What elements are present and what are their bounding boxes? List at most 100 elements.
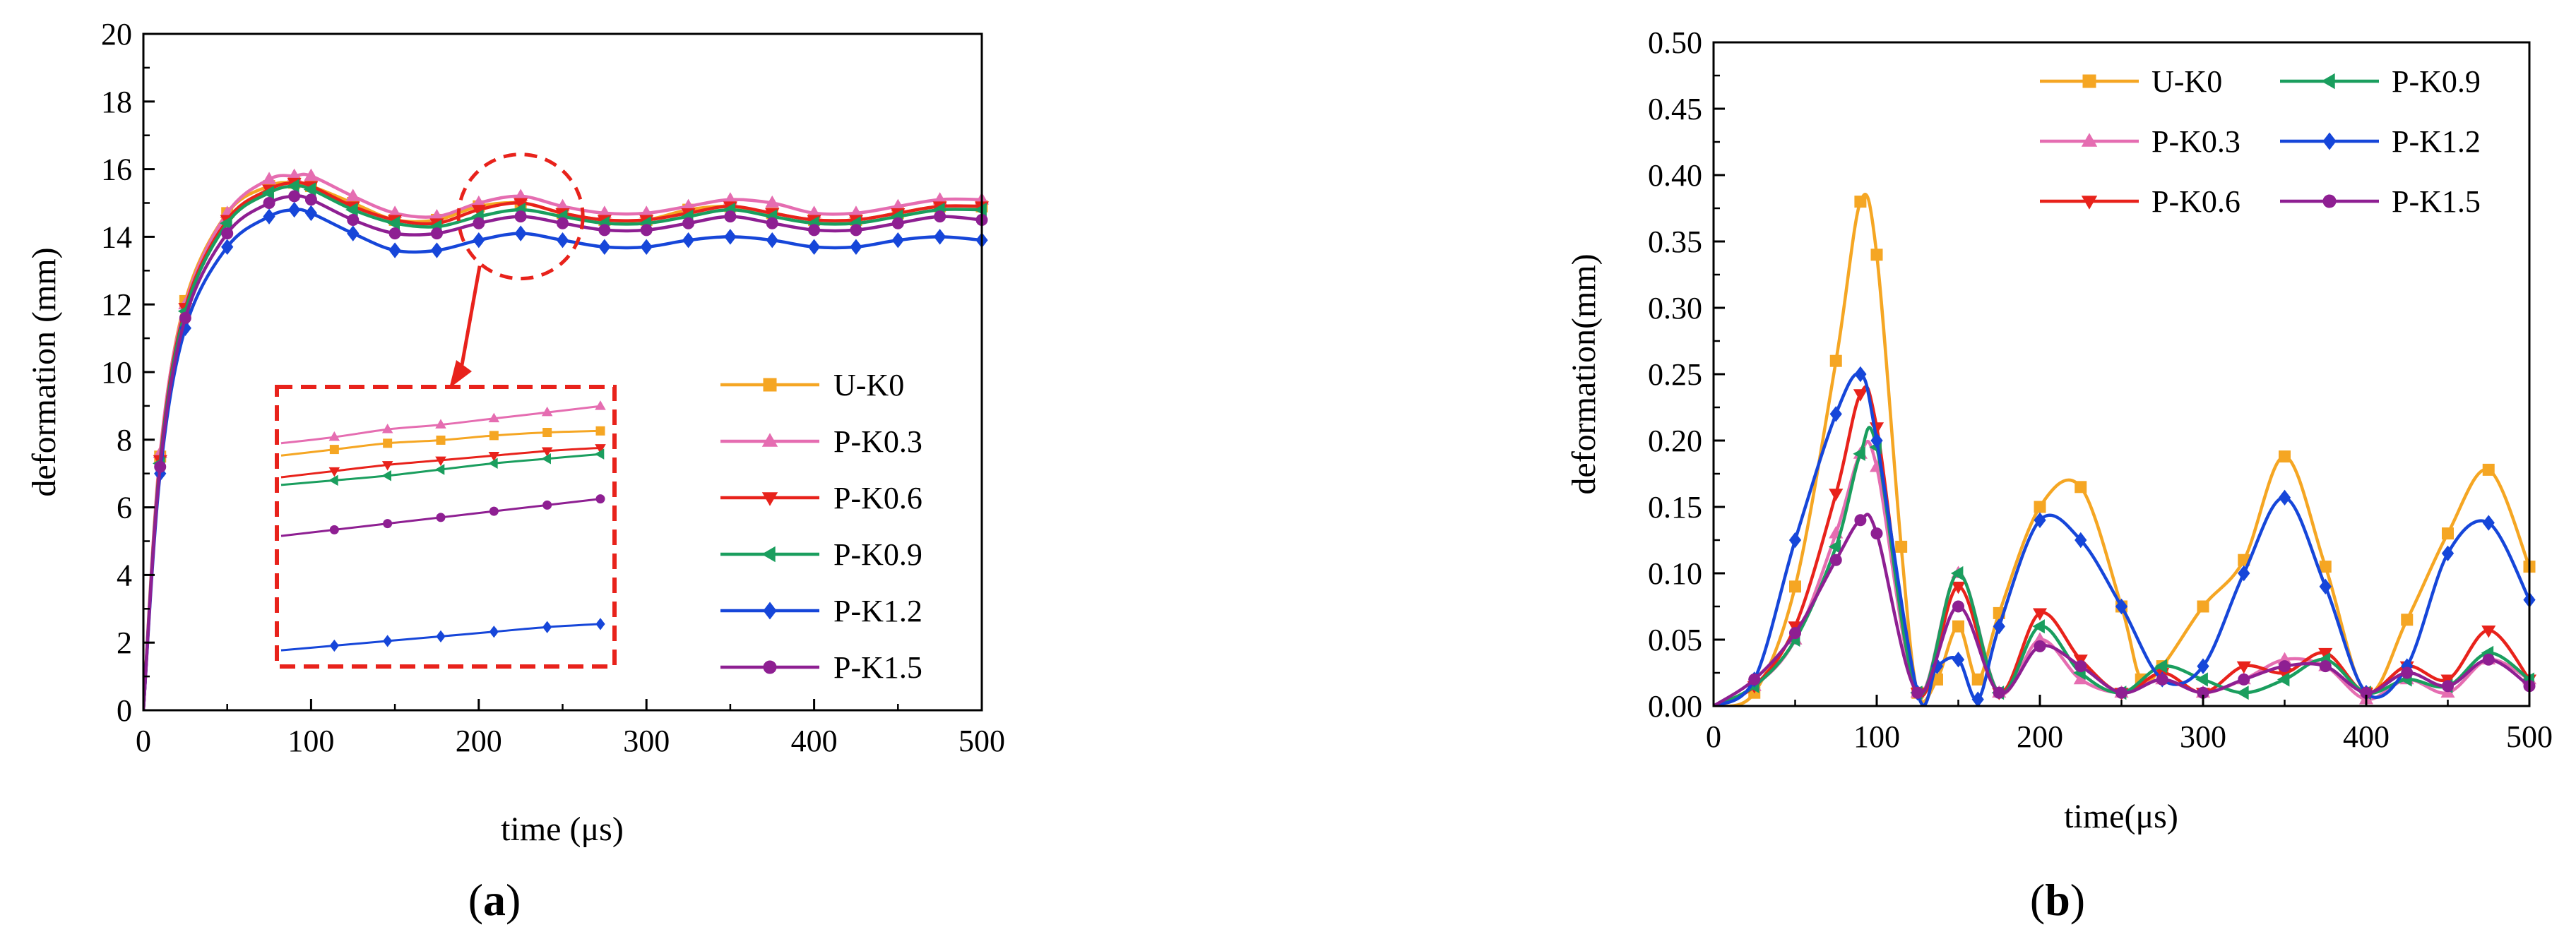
chart-a-point-p-k1-5: [640, 224, 653, 237]
chart-a-point-p-k0-3: [304, 168, 319, 181]
chart-a-y-tick-label: 10: [101, 355, 132, 390]
chart-b-point-p-k1-5: [2034, 640, 2046, 652]
chart-b-point-p-k1-2: [2482, 515, 2495, 531]
chart-a-point-p-k1-2: [347, 225, 360, 241]
chart-a-point-p-k0-9: [345, 203, 358, 217]
chart-b-point-p-k0-9: [1828, 539, 1841, 554]
chart-a-inset-point-p-k0-3: [595, 400, 606, 410]
chart-a-inset-point-p-k0-6: [435, 456, 446, 467]
chart-a-legend-label: U-K0: [833, 368, 904, 402]
chart-b-point-p-k0-9: [1950, 566, 1964, 581]
chart-b-point-p-k1-5: [2401, 666, 2414, 679]
chart-a-legend-marker: [763, 378, 777, 392]
chart-b-legend-item-p-k0-6: P-K0.6: [2040, 184, 2240, 219]
chart-a-point-p-k1-2: [766, 232, 778, 249]
chart-a-point-p-k1-5: [514, 210, 527, 223]
chart-a-point-p-k1-2: [850, 239, 862, 255]
chart-b-x-tick-label: 200: [2017, 719, 2063, 754]
chart-b-line-p-k1-2: [1714, 371, 2529, 706]
chart-b-point-p-k1-5: [1854, 514, 1867, 527]
chart-a-legend-label: P-K0.6: [833, 481, 922, 515]
chart-a-x-tick-label: 500: [958, 724, 1005, 758]
chart-b-point-p-k1-5: [2442, 680, 2454, 693]
chart-b-x-tick-label: 100: [1853, 719, 1900, 754]
panel-b-label: (b): [2030, 875, 2085, 925]
chart-b-legend-label: P-K0.6: [2151, 184, 2240, 219]
chart-a-y-tick-label: 0: [117, 693, 132, 728]
chart-b-legend-label: P-K1.5: [2392, 184, 2481, 219]
chart-b-y-tick-label: 0.15: [1648, 490, 1702, 525]
chart-a-inset-point-u-k0: [595, 426, 605, 436]
chart-b-legend-item-p-k0-9: P-K0.9: [2280, 64, 2481, 99]
chart-b-point-p-k1-2: [1870, 432, 1883, 449]
chart-a-y-tick-label: 14: [101, 220, 132, 254]
chart-a-point-p-k1-2: [934, 229, 946, 245]
chart-b-y-axis-label: deformation(mm): [1565, 253, 1603, 494]
chart-b-point-p-k1-2: [1952, 651, 1965, 668]
chart-a-inset-point-p-k0-3: [488, 412, 500, 423]
chart-a-y-tick-label: 4: [117, 558, 132, 592]
chart-b-point-p-k1-5: [2319, 660, 2332, 673]
chart-a-legend-item-p-k0-6: P-K0.6: [720, 481, 922, 515]
chart-a-point-p-k0-9: [287, 179, 299, 193]
chart-a-axes: 0 100 200 300 400 500 0 2 4 6 8 10 12 14 16 18 20: [101, 17, 1005, 758]
chart-a-inset-point-p-k1-2: [329, 639, 339, 652]
chart-a-point-p-k0-9: [220, 216, 232, 231]
chart-b-legend-label: P-K0.3: [2151, 124, 2240, 159]
chart-a-legend: U-K0 P-K0.3 P-K0.6 P-K0.9 P-K1.2 P-K1.5: [720, 368, 922, 685]
chart-b-point-p-k0-9: [2236, 686, 2249, 700]
chart-b-line-u-k0: [1714, 193, 2529, 706]
chart-a-point-p-k1-5: [682, 217, 695, 229]
chart-b-point-p-k1-2: [2197, 658, 2209, 674]
chart-a-inset-point-p-k0-9: [434, 464, 445, 475]
chart-a-point-p-k1-5: [891, 217, 904, 229]
chart-a-inset-point-p-k0-6: [328, 467, 340, 477]
chart-b-x-tick-label: 300: [2180, 719, 2226, 754]
chart-a-legend-marker: [761, 546, 776, 563]
chart-b-point-u-k0: [2197, 600, 2209, 613]
chart-a-inset-point-p-k0-9: [328, 474, 338, 486]
chart-a-legend-marker: [763, 660, 777, 674]
chart-b-point-p-k1-2: [2278, 489, 2291, 506]
chart-b-point-p-k0-6: [2032, 608, 2048, 621]
chart-b-legend-label: P-K1.2: [2392, 124, 2481, 159]
chart-b-point-u-k0: [1971, 673, 1984, 686]
chart-b-y-tick-label: 0.05: [1648, 623, 1702, 657]
chart-b-x-axis-label: time(μs): [2064, 798, 2178, 835]
chart-a-zoom-circle: [456, 152, 585, 281]
chart-a-inset-point-p-k0-3: [381, 423, 393, 433]
chart-a-inset-point-p-k0-6: [381, 461, 393, 471]
chart-b-point-p-k1-5: [1993, 686, 2005, 699]
chart-b-point-p-k1-2: [1993, 618, 2005, 635]
chart-b-point-u-k0: [2279, 450, 2291, 463]
chart-b-line-p-k1-5: [1714, 513, 2529, 706]
chart-a-zoom-arrow-shaft: [458, 265, 482, 373]
chart-a-point-p-k1-2: [724, 229, 737, 245]
chart-a-point-p-k1-2: [473, 232, 485, 249]
chart-b-y-tick-label: 0.20: [1648, 424, 1702, 458]
chart-a-y-tick-label: 6: [117, 491, 132, 525]
chart-b-point-p-k0-6: [2236, 661, 2251, 674]
chart-b-point-p-k0-9: [2032, 619, 2045, 634]
chart-a-series-p-k1-5: [143, 190, 988, 710]
chart-b-point-p-k0-9: [2277, 672, 2290, 687]
chart-b-point-p-k1-5: [2075, 660, 2087, 673]
chart-b-point-u-k0: [1952, 620, 1964, 633]
chart-b-legend-marker: [2081, 196, 2098, 210]
chart-a-inset-frame: [275, 385, 617, 669]
chart-b-point-p-k1-5: [1952, 600, 1964, 613]
chart-a-point-p-k1-2: [288, 201, 301, 218]
chart-a-point-p-k0-9: [387, 216, 400, 231]
chart-a-point-p-k1-5: [473, 217, 485, 229]
chart-b-legend-item-p-k0-3: P-K0.3: [2040, 124, 2240, 159]
chart-b-point-u-k0: [2401, 614, 2414, 626]
chart-b-point-p-k1-2: [2319, 578, 2332, 595]
chart-a-legend-label: P-K0.9: [833, 537, 922, 572]
chart-b-point-p-k1-2: [2034, 512, 2046, 529]
chart-b-point-u-k0: [1829, 354, 1842, 367]
chart-a: 0 100 200 300 400 500 0 2 4 6 8 10 12 14 16 18 20 U-K0 P-…: [25, 17, 1005, 925]
chart-a-point-p-k1-2: [682, 232, 695, 249]
chart-a-y-tick-label: 16: [101, 152, 132, 187]
chart-b-point-p-k1-2: [2238, 565, 2250, 582]
chart-b-point-p-k1-2: [1829, 406, 1842, 422]
